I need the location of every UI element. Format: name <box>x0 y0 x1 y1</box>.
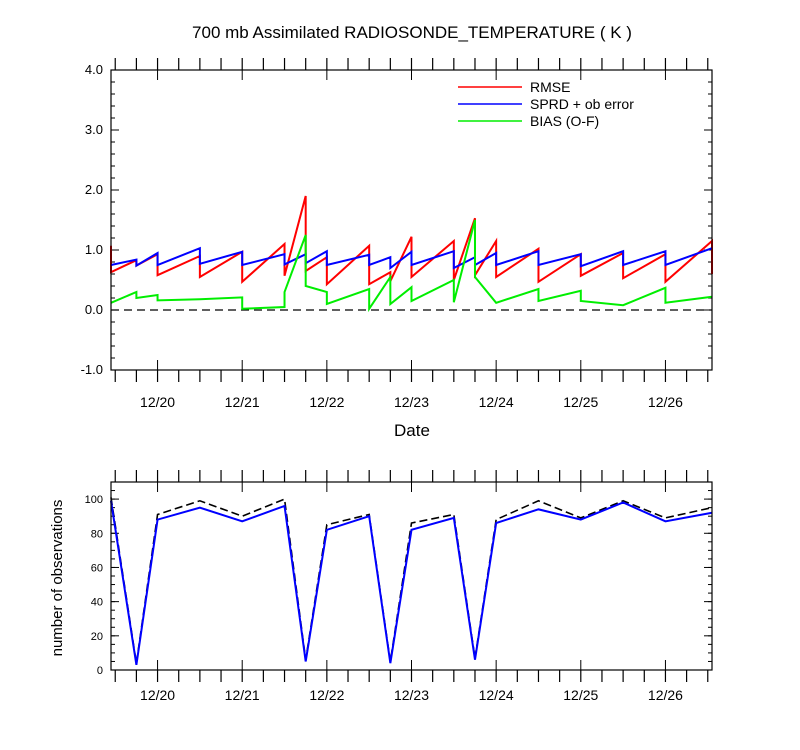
legend-label: RMSE <box>530 79 570 95</box>
x-tick-label: 12/26 <box>648 687 683 703</box>
x-tick-label: 12/26 <box>648 394 683 410</box>
bottom-series-group <box>110 497 713 666</box>
x-tick-label: 12/25 <box>563 687 598 703</box>
y-tick-label: 0.0 <box>85 302 103 317</box>
top-axes: -1.0 0.0 1.0 2.0 3.0 4.0 12/20 12/21 12/22 12/23 1… <box>81 58 712 410</box>
y-tick-label: 3.0 <box>85 122 103 137</box>
bottom-axes: 0 20 40 60 80 100 12/20 12/21 12/22 12/23 12/24 12/… <box>85 470 712 703</box>
y-tick-label: 40 <box>91 597 103 609</box>
top-chart: 700 mb Assimilated RADIOSONDE_TEMPERATUR… <box>81 23 713 440</box>
x-tick-label: 12/23 <box>394 687 429 703</box>
legend-label: SPRD + ob error <box>530 96 634 112</box>
series-line-sprd-ob-error <box>110 246 713 271</box>
x-tick-label: 12/24 <box>479 394 514 410</box>
x-tick-label: 12/23 <box>394 394 429 410</box>
x-axis-label: Date <box>394 421 430 440</box>
y-tick-label: 0 <box>97 665 103 677</box>
bottom-plot-frame <box>110 481 713 671</box>
y-tick-label: 20 <box>91 631 103 643</box>
y-tick-label: -1.0 <box>81 362 103 377</box>
series-line-possible <box>110 497 713 664</box>
y-tick-label: 80 <box>91 528 103 540</box>
x-tick-label: 12/22 <box>309 394 344 410</box>
y-tick-label: 2.0 <box>85 182 103 197</box>
x-tick-label: 12/20 <box>140 394 175 410</box>
bottom-chart: 0 20 40 60 80 100 12/20 12/21 12/22 12/23 12/24 12/… <box>49 470 713 703</box>
top-series-group <box>110 195 713 313</box>
y-tick-label: 100 <box>85 494 103 506</box>
y-axis-label-observations: number of observations <box>49 500 66 657</box>
series-line-rmse <box>110 195 713 287</box>
x-tick-label: 12/21 <box>225 687 260 703</box>
y-tick-label: 60 <box>91 562 103 574</box>
x-tick-label: 12/20 <box>140 687 175 703</box>
legend-label: BIAS (O-F) <box>530 113 599 129</box>
x-tick-label: 12/22 <box>309 687 344 703</box>
top-plot-frame <box>110 69 713 371</box>
y-tick-label: 4.0 <box>85 62 103 77</box>
x-tick-label: 12/25 <box>563 394 598 410</box>
y-tick-label: 1.0 <box>85 242 103 257</box>
series-line-used <box>110 500 713 666</box>
x-tick-label: 12/24 <box>479 687 514 703</box>
series-line-bias-o-f <box>110 219 713 313</box>
x-tick-label: 12/21 <box>225 394 260 410</box>
chart-title: 700 mb Assimilated RADIOSONDE_TEMPERATUR… <box>192 23 632 42</box>
